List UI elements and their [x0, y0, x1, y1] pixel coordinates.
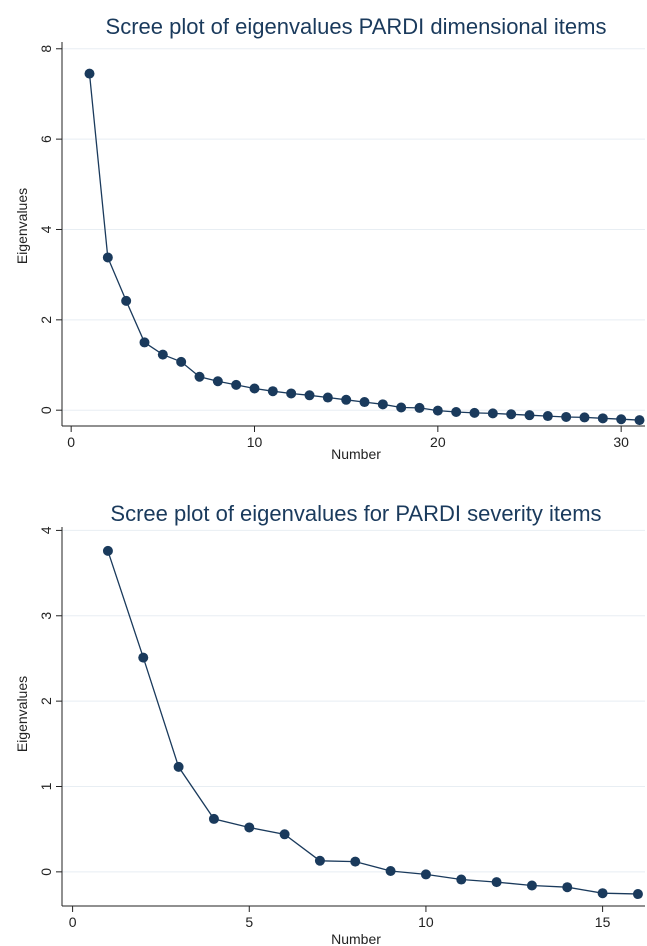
- data-point: [562, 882, 573, 893]
- y-tick-label: 0: [38, 868, 54, 876]
- data-point: [322, 392, 333, 403]
- data-point: [279, 829, 290, 840]
- data-point: [350, 856, 361, 867]
- data-point: [286, 388, 297, 399]
- data-point: [396, 402, 407, 413]
- data-point: [102, 252, 113, 263]
- data-point: [634, 415, 645, 426]
- data-point: [244, 822, 255, 833]
- y-tick-label: 6: [38, 135, 54, 143]
- data-point: [249, 383, 260, 394]
- data-point: [597, 413, 608, 424]
- x-tick-label: 15: [595, 914, 611, 930]
- x-tick-label: 0: [67, 434, 75, 450]
- y-tick-label: 0: [38, 406, 54, 414]
- y-tick-label: 1: [38, 782, 54, 790]
- data-point: [456, 874, 467, 885]
- data-point: [173, 761, 184, 772]
- y-tick-label: 2: [38, 697, 54, 705]
- data-point: [267, 386, 278, 397]
- y-tick-label: 2: [38, 316, 54, 324]
- data-point: [487, 408, 498, 419]
- data-point: [359, 397, 370, 408]
- data-point: [341, 394, 352, 405]
- data-point: [491, 877, 502, 888]
- data-point: [542, 411, 553, 422]
- series-line: [107, 550, 638, 895]
- data-point: [194, 371, 205, 382]
- scree-plot-severity: Scree plot of eigenvalues for PARDI seve…: [14, 501, 645, 946]
- y-axis-label: Eigenvalues: [14, 188, 30, 264]
- data-point: [632, 889, 643, 900]
- data-point: [208, 813, 219, 824]
- x-tick-label: 0: [69, 914, 77, 930]
- data-point: [84, 68, 95, 79]
- x-tick-label: 10: [247, 434, 263, 450]
- data-point: [121, 295, 132, 306]
- series-line: [88, 73, 640, 421]
- data-point: [377, 399, 388, 410]
- scree-plot-dimensional: Scree plot of eigenvalues PARDI dimensio…: [14, 14, 645, 462]
- data-point: [385, 866, 396, 877]
- data-point: [469, 407, 480, 418]
- data-point: [304, 390, 315, 401]
- data-point: [157, 349, 168, 360]
- data-point: [506, 409, 517, 420]
- x-tick-label: 5: [245, 914, 253, 930]
- x-tick-label: 30: [613, 434, 629, 450]
- data-point: [579, 412, 590, 423]
- y-tick-label: 4: [38, 225, 54, 233]
- data-point: [139, 337, 150, 348]
- x-tick-label: 20: [430, 434, 446, 450]
- data-point: [212, 376, 223, 387]
- y-tick-label: 3: [38, 612, 54, 620]
- data-point: [524, 410, 535, 421]
- y-tick-label: 8: [38, 45, 54, 53]
- x-axis-label: Number: [331, 931, 381, 946]
- data-point: [616, 414, 627, 425]
- data-point: [432, 405, 443, 416]
- data-point: [138, 652, 149, 663]
- data-point: [597, 888, 608, 899]
- data-point: [414, 402, 425, 413]
- data-point: [314, 855, 325, 866]
- data-point: [420, 869, 431, 880]
- data-point: [526, 880, 537, 891]
- y-tick-label: 4: [38, 526, 54, 534]
- x-axis-label: Number: [331, 446, 381, 462]
- data-point: [102, 545, 113, 556]
- chart-title: Scree plot of eigenvalues PARDI dimensio…: [106, 14, 607, 39]
- chart-title: Scree plot of eigenvalues for PARDI seve…: [110, 501, 601, 526]
- x-tick-label: 10: [418, 914, 434, 930]
- data-point: [561, 411, 572, 422]
- data-point: [176, 356, 187, 367]
- data-point: [231, 379, 242, 390]
- y-axis-label: Eigenvalues: [14, 676, 30, 752]
- data-point: [451, 406, 462, 417]
